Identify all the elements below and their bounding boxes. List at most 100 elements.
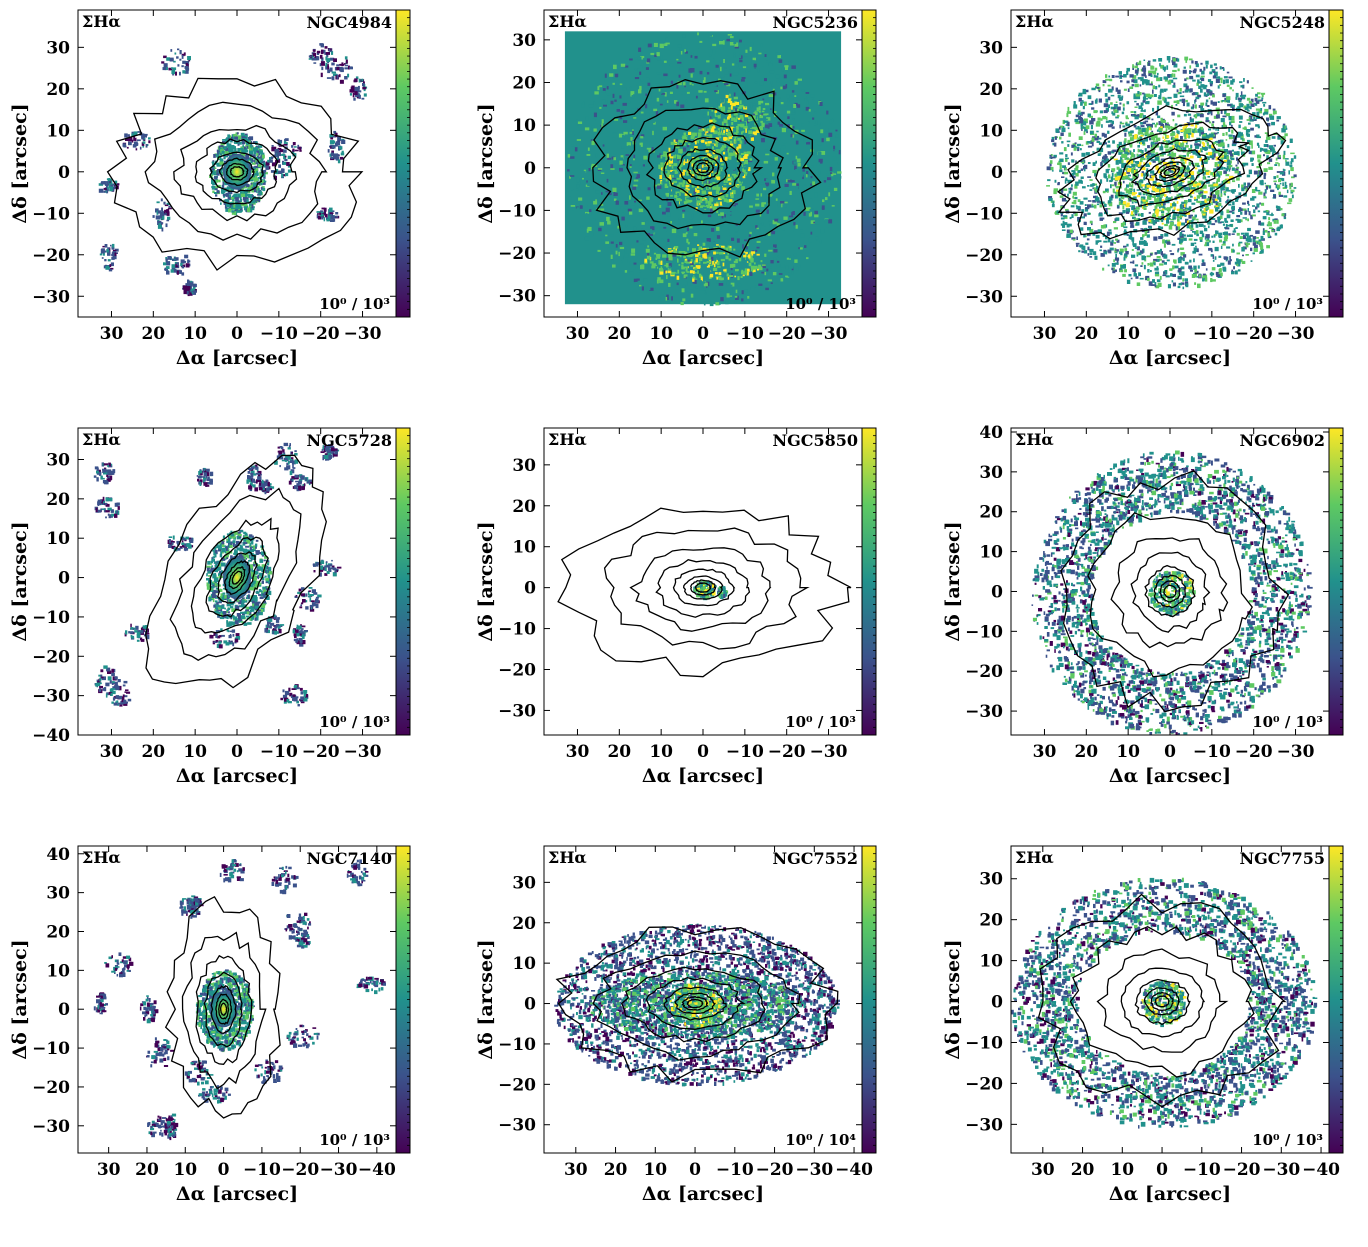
emission-pixel	[259, 190, 262, 194]
emission-pixel	[653, 232, 656, 235]
emission-pixel	[1186, 234, 1189, 237]
emission-pixel	[281, 168, 285, 173]
emission-pixel	[715, 261, 718, 264]
emission-pixel	[109, 264, 112, 268]
emission-pixel	[337, 137, 341, 141]
emission-pixel	[1081, 216, 1085, 219]
emission-pixel	[1109, 247, 1114, 251]
emission-pixel	[167, 256, 172, 260]
emission-pixel	[216, 173, 220, 176]
emission-pixel	[332, 218, 336, 222]
x-tick-label: 10	[183, 324, 207, 344]
emission-pixel	[1049, 166, 1054, 171]
emission-pixel	[1133, 196, 1137, 200]
emission-pixel	[818, 158, 823, 163]
emission-pixel	[718, 272, 722, 276]
emission-pixel	[714, 168, 718, 171]
emission-pixel	[1114, 257, 1120, 261]
emission-pixel	[706, 72, 710, 75]
emission-pixel	[633, 184, 638, 187]
emission-pixel	[1220, 245, 1223, 249]
contour-level	[209, 151, 264, 194]
emission-pixel	[733, 113, 738, 116]
emission-pixel	[679, 189, 685, 193]
emission-pixel	[1149, 83, 1153, 86]
emission-pixel	[661, 238, 664, 241]
emission-pixel	[1224, 97, 1227, 101]
emission-pixel	[725, 180, 729, 183]
emission-pixel	[1100, 118, 1103, 121]
emission-pixel	[1179, 242, 1183, 245]
emission-pixel	[1118, 141, 1122, 146]
emission-pixel	[765, 178, 769, 182]
emission-pixel	[682, 143, 687, 148]
emission-pixel	[696, 197, 701, 201]
emission-pixel	[712, 186, 717, 190]
emission-pixel	[746, 151, 751, 155]
emission-pixel	[214, 186, 218, 189]
emission-pixel	[730, 194, 734, 199]
emission-pixel	[738, 53, 742, 58]
emission-pixel	[721, 121, 724, 126]
emission-pixel	[645, 258, 649, 263]
emission-pixel	[680, 227, 684, 232]
emission-pixel	[785, 65, 788, 70]
emission-pixel	[703, 77, 706, 81]
emission-pixel	[1153, 74, 1156, 78]
emission-pixel	[640, 111, 644, 114]
emission-pixel	[730, 284, 733, 287]
emission-pixel	[689, 262, 694, 266]
emission-pixel	[275, 169, 279, 173]
emission-pixel	[247, 185, 252, 190]
emission-pixel	[752, 267, 756, 273]
emission-pixel	[702, 170, 707, 172]
emission-pixel	[734, 42, 739, 47]
emission-pixel	[1159, 90, 1162, 96]
emission-pixel	[658, 265, 662, 268]
emission-pixel	[1174, 57, 1178, 62]
emission-pixel	[620, 155, 624, 160]
emission-pixel	[687, 180, 692, 184]
emission-pixel	[233, 204, 236, 208]
emission-pixel	[124, 133, 128, 138]
emission-pixel	[1116, 114, 1120, 117]
colorbar-ticks	[873, 17, 876, 310]
emission-pixel	[801, 89, 805, 92]
emission-pixel	[739, 104, 744, 108]
emission-pixel	[808, 213, 812, 217]
emission-pixel	[707, 214, 712, 218]
emission-pixel	[802, 172, 804, 177]
emission-pixel	[630, 253, 636, 256]
emission-pixel	[683, 147, 687, 152]
emission-pixel	[1120, 222, 1125, 227]
emission-pixel	[721, 126, 724, 130]
emission-pixel	[709, 125, 714, 130]
emission-pixel	[764, 271, 767, 276]
emission-pixel	[1131, 249, 1134, 251]
emission-pixel	[758, 222, 761, 225]
emission-pixel	[745, 246, 748, 250]
emission-pixel	[262, 169, 267, 172]
emission-pixel	[246, 184, 250, 188]
emission-pixel	[695, 102, 698, 105]
emission-pixel	[575, 119, 579, 122]
emission-pixel	[610, 251, 614, 254]
emission-pixel	[756, 253, 760, 256]
emission-pixel	[1136, 246, 1140, 251]
emission-pixel	[698, 90, 703, 93]
emission-pixel	[688, 144, 694, 147]
emission-pixel	[1059, 152, 1064, 155]
emission-pixel	[593, 101, 596, 106]
emission-pixel	[694, 267, 698, 270]
emission-pixel	[333, 130, 337, 134]
emission-pixel	[746, 133, 750, 137]
emission-pixel	[327, 61, 329, 64]
emission-pixel	[1245, 187, 1248, 192]
emission-pixel	[335, 212, 339, 215]
emission-pixel	[574, 145, 578, 148]
emission-pixel	[698, 250, 701, 255]
emission-pixel	[316, 50, 321, 54]
emission-pixel	[718, 245, 722, 249]
emission-pixel	[663, 59, 667, 63]
emission-pixel	[643, 278, 648, 282]
